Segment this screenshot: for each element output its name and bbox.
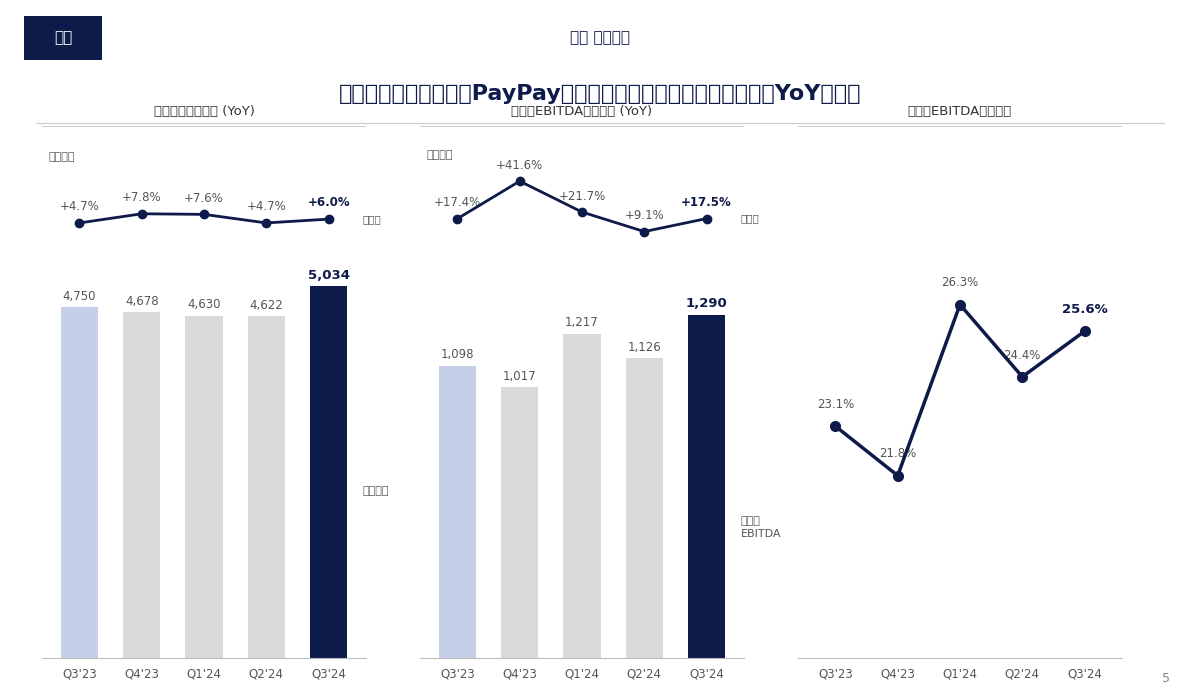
Text: 全社 業績推移: 全社 業績推移 <box>570 30 630 46</box>
Text: 売上収益: 売上収益 <box>362 486 389 496</box>
Bar <box>502 388 539 658</box>
Text: +41.6%: +41.6% <box>496 159 544 172</box>
Text: 全社: 全社 <box>54 30 73 46</box>
Bar <box>185 316 223 658</box>
Bar <box>439 366 476 658</box>
Text: （億円）: （億円） <box>48 152 74 162</box>
Text: 1,290: 1,290 <box>685 297 727 310</box>
Text: 24.4%: 24.4% <box>1003 349 1040 362</box>
Title: 調整後EBITDA・成長率 (YoY): 調整後EBITDA・成長率 (YoY) <box>511 105 653 118</box>
Bar <box>625 358 664 658</box>
Text: 23.1%: 23.1% <box>817 398 854 411</box>
Text: +4.7%: +4.7% <box>60 200 100 214</box>
Text: 4,630: 4,630 <box>187 298 221 312</box>
Text: 21.8%: 21.8% <box>880 447 917 461</box>
Text: +6.0%: +6.0% <box>307 197 350 209</box>
Text: 5,034: 5,034 <box>307 269 349 281</box>
Bar <box>124 312 161 658</box>
Text: +7.6%: +7.6% <box>184 192 224 205</box>
Text: +4.7%: +4.7% <box>246 200 286 214</box>
Text: 4,622: 4,622 <box>250 299 283 312</box>
Text: 成長率: 成長率 <box>740 214 760 223</box>
Text: 調整後
EBITDA: 調整後 EBITDA <box>740 516 781 539</box>
Bar <box>688 315 725 658</box>
Text: 1,017: 1,017 <box>503 370 536 383</box>
Text: 5: 5 <box>1162 673 1170 685</box>
Text: +9.1%: +9.1% <box>624 209 664 223</box>
Bar <box>61 307 98 658</box>
Bar <box>247 316 286 658</box>
Text: 1,098: 1,098 <box>440 348 474 361</box>
Text: 25.6%: 25.6% <box>1062 303 1108 316</box>
Text: 4,678: 4,678 <box>125 295 158 308</box>
Text: 26.3%: 26.3% <box>941 276 979 289</box>
Text: +21.7%: +21.7% <box>558 190 606 203</box>
Title: 売上収益・成長率 (YoY): 売上収益・成長率 (YoY) <box>154 105 254 118</box>
Title: 調整後EBITDAマージン: 調整後EBITDAマージン <box>908 105 1012 118</box>
Text: +17.4%: +17.4% <box>433 197 481 209</box>
Text: （億円）: （億円） <box>426 150 452 160</box>
Text: +7.8%: +7.8% <box>122 191 162 204</box>
Text: 主にアカウント広告とPayPay連結の成長で増収増益、マージンもYoYで向上: 主にアカウント広告とPayPay連結の成長で増収増益、マージンもYoYで向上 <box>338 85 862 104</box>
Text: 1,217: 1,217 <box>565 316 599 330</box>
Text: 4,750: 4,750 <box>62 290 96 302</box>
Bar <box>310 286 347 658</box>
Text: 1,126: 1,126 <box>628 341 661 354</box>
Text: 成長率: 成長率 <box>362 214 382 224</box>
Bar <box>563 335 601 658</box>
Text: +17.5%: +17.5% <box>682 196 732 209</box>
